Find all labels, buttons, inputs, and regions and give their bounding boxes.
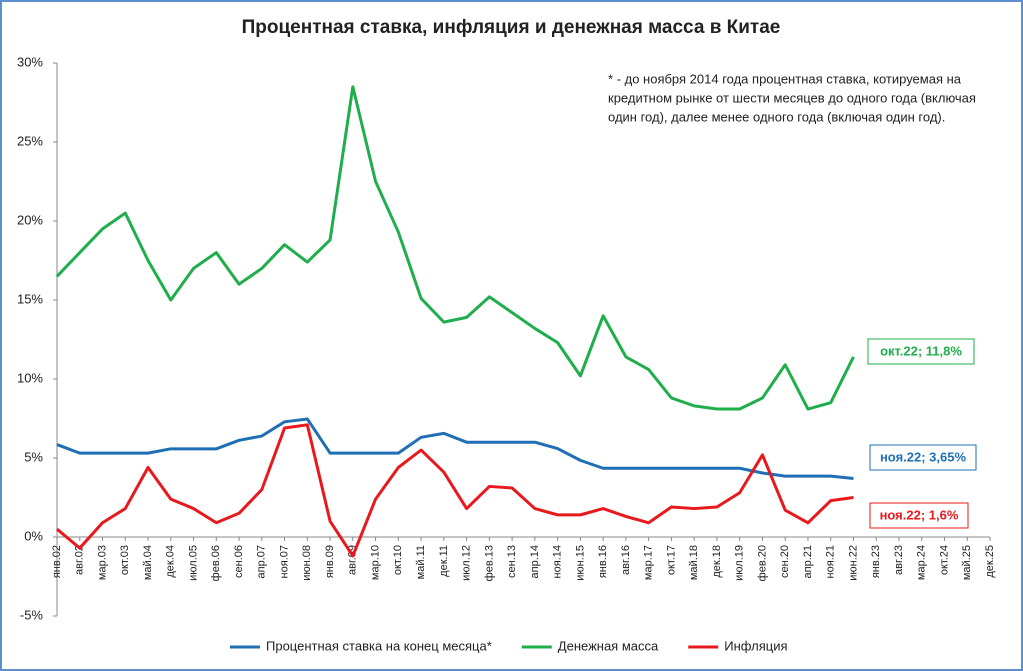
x-tick-label: июн.15 bbox=[574, 545, 586, 581]
y-tick-label: 30% bbox=[17, 54, 43, 69]
x-tick-label: дек.11 bbox=[438, 545, 450, 577]
y-tick-label: 10% bbox=[17, 370, 43, 385]
annotation: ноя.22; 1,6% bbox=[880, 507, 959, 522]
x-tick-label: мар.17 bbox=[643, 545, 655, 580]
series-line bbox=[56, 417, 854, 481]
y-tick-label: -5% bbox=[20, 607, 44, 622]
y-tick-label: 0% bbox=[24, 528, 43, 543]
legend-label: Инфляция bbox=[724, 638, 787, 653]
annotation: окт.22; 11,8% bbox=[880, 343, 962, 358]
x-tick-label: окт.03 bbox=[119, 545, 131, 575]
annotation-box bbox=[869, 502, 969, 529]
x-tick-label: янв.23 bbox=[870, 545, 882, 578]
x-tick-label: окт.10 bbox=[392, 545, 404, 575]
x-tick-label: сен.13 bbox=[506, 545, 518, 578]
y-tick-label: 5% bbox=[24, 449, 43, 464]
legend-label: Денежная масса bbox=[558, 638, 659, 653]
annotation-box bbox=[867, 338, 975, 365]
x-tick-label: сен.20 bbox=[779, 545, 791, 578]
x-tick-label: май.04 bbox=[142, 545, 154, 580]
x-tick-label: апр.21 bbox=[802, 545, 814, 578]
x-tick-label: ноя.07 bbox=[278, 545, 290, 578]
x-tick-label: янв.16 bbox=[597, 545, 609, 578]
x-tick-label: фев.20 bbox=[756, 545, 768, 581]
x-tick-label: сен.06 bbox=[233, 545, 245, 578]
x-tick-label: янв.09 bbox=[324, 545, 336, 578]
y-tick-label: 20% bbox=[17, 212, 43, 227]
x-tick-label: авг.02 bbox=[74, 545, 86, 575]
x-tick-label: дек.25 bbox=[984, 545, 996, 578]
x-tick-label: авг.23 bbox=[893, 545, 905, 575]
x-tick-label: мар.10 bbox=[369, 545, 381, 580]
x-tick-label: июн.22 bbox=[847, 545, 859, 581]
x-tick-label: фев.13 bbox=[483, 545, 495, 581]
x-tick-label: ноя.14 bbox=[552, 545, 564, 578]
x-tick-label: май.25 bbox=[961, 545, 973, 580]
x-tick-label: май.18 bbox=[688, 545, 700, 580]
x-tick-label: май.11 bbox=[415, 545, 427, 579]
legend-label: Процентная ставка на конец месяца* bbox=[266, 638, 492, 653]
x-tick-label: фев.06 bbox=[210, 545, 222, 581]
x-tick-label: мар.03 bbox=[96, 545, 108, 580]
x-tick-label: апр.14 bbox=[529, 545, 541, 578]
x-tick-label: июл.12 bbox=[461, 545, 473, 581]
y-tick-label: 25% bbox=[17, 133, 43, 148]
x-tick-label: дек.04 bbox=[165, 545, 177, 578]
note-line: * - до ноября 2014 года процентная ставк… bbox=[608, 71, 962, 86]
series-line bbox=[56, 423, 854, 558]
series-line bbox=[55, 85, 855, 411]
x-tick-label: июл.19 bbox=[734, 545, 746, 581]
x-tick-label: окт.17 bbox=[665, 545, 677, 575]
note-line: один год), далее менее одного года (вклю… bbox=[608, 109, 945, 124]
x-tick-label: июл.05 bbox=[187, 545, 199, 581]
x-tick-label: авг.16 bbox=[620, 545, 632, 575]
x-tick-label: июн.08 bbox=[301, 545, 313, 581]
x-tick-label: янв.02 bbox=[51, 545, 63, 578]
x-tick-label: окт.24 bbox=[938, 545, 950, 575]
note-line: кредитном рынке от шести месяцев до одно… bbox=[608, 90, 976, 105]
y-tick-label: 15% bbox=[17, 291, 43, 306]
annotation: ноя.22; 3,65% bbox=[880, 449, 967, 464]
chart-title: Процентная ставка, инфляция и денежная м… bbox=[242, 17, 781, 38]
x-tick-label: мар.24 bbox=[916, 545, 928, 580]
annotation-box bbox=[869, 444, 977, 471]
x-tick-label: дек.18 bbox=[711, 545, 723, 578]
x-tick-label: ноя.21 bbox=[825, 545, 837, 578]
x-tick-label: апр.07 bbox=[256, 545, 268, 578]
